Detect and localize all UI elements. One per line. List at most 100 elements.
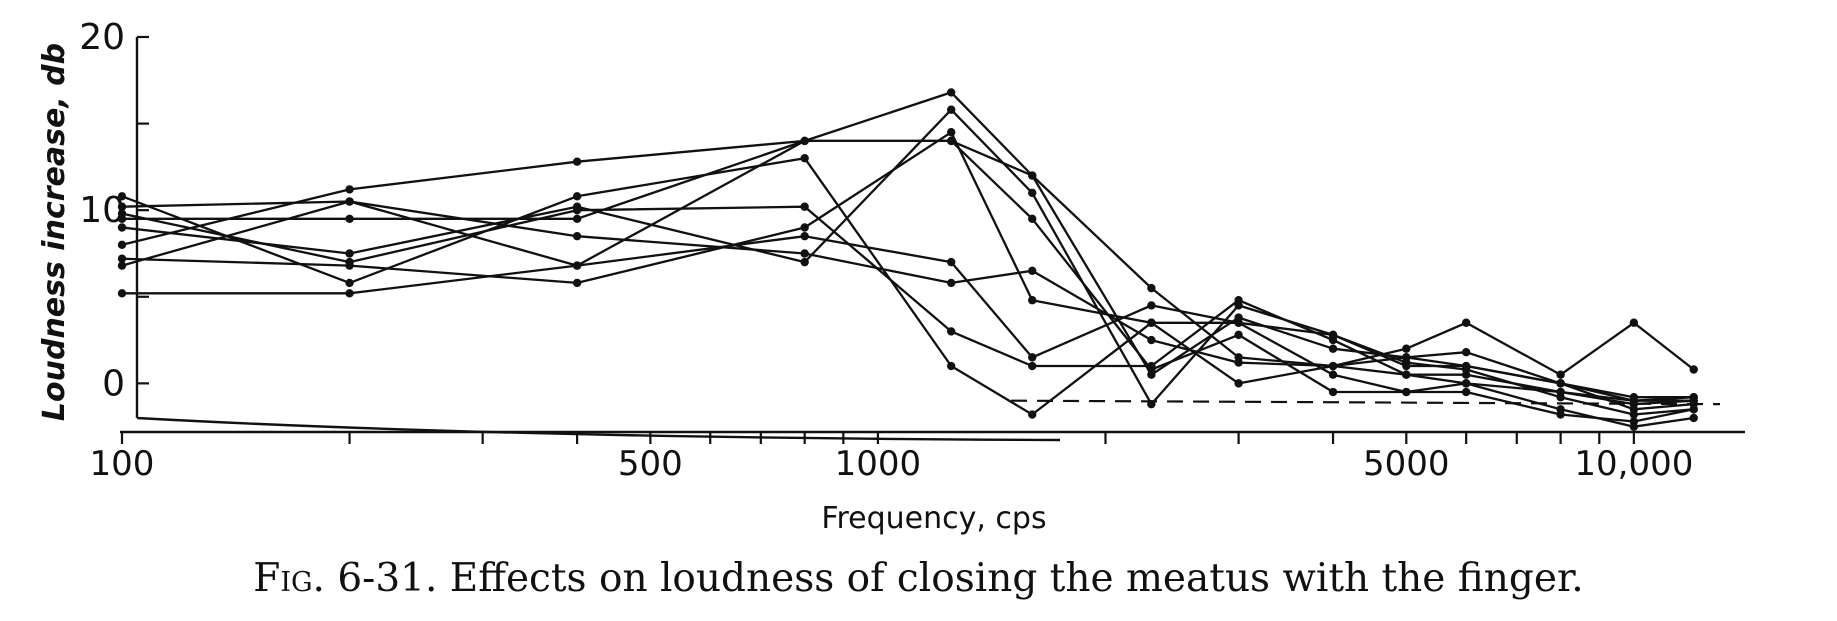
data-point xyxy=(117,223,127,232)
data-point xyxy=(1402,344,1411,353)
data-point xyxy=(800,202,809,211)
data-point xyxy=(1629,396,1639,405)
data-point xyxy=(1402,353,1411,362)
x-tick-label: 5000 xyxy=(1363,444,1450,484)
tick-labels-group: 0 10 20 100 500 1000 5000 10,000 Frequency, cps L… xyxy=(37,17,1693,536)
data-point xyxy=(1234,301,1243,310)
data-point xyxy=(946,128,956,137)
data-point xyxy=(946,257,956,267)
data-point xyxy=(1402,361,1411,371)
data-point xyxy=(1629,318,1639,327)
data-point xyxy=(1147,283,1156,293)
data-point xyxy=(1028,410,1037,419)
data-point xyxy=(1461,361,1471,371)
data-point xyxy=(1689,396,1698,405)
y-tick-label: 10 xyxy=(79,190,125,231)
dashed-reference-line xyxy=(1011,399,1721,406)
data-point xyxy=(345,197,354,206)
data-point xyxy=(572,261,582,270)
data-point xyxy=(1402,370,1411,379)
data-point xyxy=(1328,370,1338,379)
data-point xyxy=(1234,330,1243,340)
data-point xyxy=(572,214,582,224)
loudness-frequency-chart: 0 10 20 100 500 1000 5000 10,000 Frequency, cps L… xyxy=(37,17,1745,536)
data-point xyxy=(800,136,809,146)
data-point xyxy=(946,105,956,114)
data-point xyxy=(117,202,127,211)
data-point xyxy=(1028,214,1037,224)
data-point xyxy=(1028,266,1037,275)
data-point xyxy=(117,254,127,263)
chart-axes xyxy=(120,35,1745,444)
figure-label: Fig. xyxy=(253,556,325,601)
y-axis-base-curve xyxy=(136,416,1061,442)
data-point xyxy=(800,154,809,163)
x-tick-label: 1000 xyxy=(835,444,922,484)
data-point xyxy=(1402,387,1411,397)
data-point xyxy=(1629,422,1639,431)
data-point xyxy=(946,327,956,336)
data-point xyxy=(1028,188,1037,198)
data-point xyxy=(117,192,127,201)
data-point xyxy=(1461,387,1471,397)
data-point xyxy=(1234,358,1243,367)
y-tick-label: 0 xyxy=(102,363,125,404)
data-point xyxy=(1556,393,1565,402)
data-point xyxy=(1147,365,1156,374)
data-point xyxy=(117,261,127,270)
series-lines-group xyxy=(121,91,1695,428)
data-point xyxy=(1629,410,1639,419)
data-point xyxy=(572,202,582,211)
data-point xyxy=(946,361,956,371)
data-point xyxy=(1328,330,1338,340)
data-point xyxy=(946,88,956,97)
data-point xyxy=(572,157,582,166)
data-point xyxy=(1328,387,1338,397)
data-point xyxy=(345,214,354,224)
x-tick-label: 100 xyxy=(90,444,155,484)
data-point xyxy=(1147,399,1156,409)
data-point xyxy=(1234,379,1243,388)
data-point xyxy=(800,257,809,267)
y-tick-label: 20 xyxy=(79,17,125,58)
series-line-2 xyxy=(121,139,1694,402)
y-axis-title: Loudness increase, db xyxy=(37,43,72,421)
series-line-3 xyxy=(121,205,1694,406)
data-point xyxy=(1556,405,1565,414)
series-line-5 xyxy=(121,108,1694,416)
data-point xyxy=(1028,296,1037,305)
data-point xyxy=(1147,301,1156,310)
series-line-7 xyxy=(121,131,1695,385)
x-axis-title: Frequency, cps xyxy=(821,501,1046,536)
data-point xyxy=(345,289,354,298)
data-point xyxy=(1328,361,1338,371)
data-point xyxy=(946,278,956,288)
data-point xyxy=(1689,365,1698,374)
data-point xyxy=(345,278,354,288)
figure-caption-text: 6-31. Effects on loudness of closing the… xyxy=(324,556,1584,601)
series-line-6 xyxy=(121,139,1694,428)
data-point xyxy=(1689,413,1698,423)
data-point xyxy=(117,289,127,298)
figure-caption: Fig. 6-31. Effects on loudness of closin… xyxy=(0,556,1837,601)
x-tick-label: 10,000 xyxy=(1574,444,1693,484)
data-point xyxy=(1028,353,1037,362)
series-line-9 xyxy=(122,235,1694,402)
data-point xyxy=(1147,335,1156,345)
data-point xyxy=(117,240,127,250)
data-point xyxy=(1461,379,1471,388)
data-point xyxy=(1147,318,1156,327)
series-line-4 xyxy=(122,91,1694,411)
data-point xyxy=(117,214,127,224)
data-point xyxy=(1689,405,1698,414)
data-point xyxy=(1461,347,1471,357)
data-point xyxy=(345,249,354,258)
data-point xyxy=(345,261,354,270)
data-point xyxy=(1328,344,1338,353)
data-point xyxy=(800,249,809,258)
x-tick-label: 500 xyxy=(618,444,683,484)
data-point xyxy=(1556,370,1565,379)
data-point xyxy=(800,231,809,241)
data-point xyxy=(946,136,956,146)
data-point xyxy=(800,223,809,232)
